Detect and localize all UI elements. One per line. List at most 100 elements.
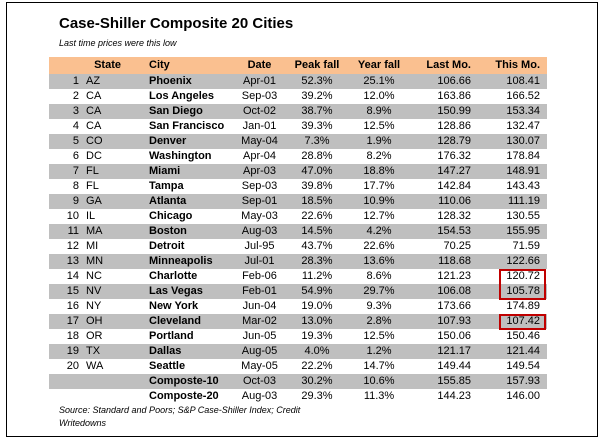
cell-city: Minneapolis (149, 255, 213, 267)
cell-city: Dallas (149, 345, 182, 357)
cell-rank: 17 (66, 315, 79, 327)
cell-year-fall: 12.5% (363, 120, 395, 132)
cell-date: Jul-01 (244, 255, 275, 267)
cell-peak-fall: 13.0% (301, 315, 333, 327)
cell-date: Jul-95 (244, 240, 275, 252)
cell-peak-fall: 19.3% (301, 330, 333, 342)
cell-rank: 1 (72, 75, 79, 87)
cell-peak-fall: 29.3% (301, 390, 333, 402)
cell-last-mo: 106.08 (437, 285, 471, 297)
cell-state: MA (86, 225, 103, 237)
cell-state: NC (86, 270, 102, 282)
cell-last-mo: 154.53 (437, 225, 471, 237)
cell-state: TX (86, 345, 101, 357)
cell-state: CA (86, 105, 102, 117)
column-header-state: State (94, 59, 121, 71)
highlight-box-charlotte-lasvegas (499, 269, 546, 300)
cell-rank: 19 (66, 345, 79, 357)
cell-date: Feb-01 (242, 285, 277, 297)
cell-peak-fall: 11.2% (301, 270, 333, 282)
cell-last-mo: 149.44 (437, 360, 471, 372)
table-row: Composte-10 Oct-03 30.2% 10.6% 155.85 15… (49, 374, 547, 389)
cell-date: Jun-04 (242, 300, 277, 312)
cell-year-fall: 1.9% (366, 135, 392, 147)
source-note-line1: Source: Standard and Poors; S&P Case-Shi… (59, 405, 301, 415)
cell-year-fall: 22.6% (363, 240, 395, 252)
cell-this-mo: 146.00 (506, 390, 540, 402)
cell-year-fall: 8.9% (366, 105, 392, 117)
cell-state (79, 389, 147, 404)
table-row: 14 NC Charlotte Feb-06 11.2% 8.6% 121.23… (49, 269, 547, 284)
cell-peak-fall: 30.2% (301, 375, 333, 387)
cell-year-fall: 29.7% (363, 285, 395, 297)
cell-date: Sep-03 (241, 180, 278, 192)
cell-peak-fall: 39.3% (301, 120, 333, 132)
cell-date: Aug-03 (241, 390, 278, 402)
cell-rank: 4 (72, 120, 79, 132)
cell-last-mo: 155.85 (437, 375, 471, 387)
cell-this-mo: 107.42 (506, 315, 540, 327)
table-row: 2 CA Los Angeles Sep-03 39.2% 12.0% 163.… (49, 89, 547, 104)
cell-year-fall: 8.6% (366, 270, 392, 282)
cell-rank: 11 (67, 225, 79, 237)
cell-year-fall: 1.2% (366, 345, 392, 357)
cell-peak-fall: 28.3% (301, 255, 333, 267)
cell-rank: 18 (66, 330, 79, 342)
cell-year-fall: 17.7% (363, 180, 395, 192)
cell-city: Portland (149, 330, 194, 342)
cell-peak-fall: 22.2% (301, 360, 333, 372)
cell-year-fall: 13.6% (363, 255, 395, 267)
cell-peak-fall: 43.7% (301, 240, 333, 252)
cell-last-mo: 107.93 (437, 315, 471, 327)
cell-city: Detroit (149, 240, 185, 252)
cell-this-mo: 149.54 (506, 360, 540, 372)
cell-year-fall: 25.1% (363, 75, 395, 87)
cell-state: CA (86, 120, 102, 132)
table-header-row: State City Date Peak fall Year fall Last… (49, 57, 547, 74)
cell-last-mo: 150.06 (437, 330, 471, 342)
column-header-this-mo: This Mo. (495, 59, 540, 71)
table-row: 15 NV Las Vegas Feb-01 54.9% 29.7% 106.0… (49, 284, 547, 299)
table-row: 16 NY New York Jun-04 19.0% 9.3% 173.66 … (49, 299, 547, 314)
cell-rank: 10 (66, 210, 79, 222)
cell-date: Sep-01 (241, 195, 278, 207)
cell-year-fall: 11.3% (363, 390, 395, 402)
cell-this-mo: 157.93 (506, 375, 540, 387)
cell-state: OR (86, 330, 103, 342)
cell-state: NY (86, 300, 102, 312)
cell-state: CA (86, 90, 102, 102)
cell-date: Feb-06 (242, 270, 277, 282)
cell-year-fall: 14.7% (363, 360, 395, 372)
column-header-last-mo: Last Mo. (426, 59, 471, 71)
cell-this-mo: 120.72 (506, 270, 540, 282)
cell-this-mo: 71.59 (512, 240, 540, 252)
cell-city: Los Angeles (149, 90, 214, 102)
table-body: 1 AZ Phoenix Apr-01 52.3% 25.1% 106.66 1… (49, 74, 547, 404)
table-row: 10 IL Chicago May-03 22.6% 12.7% 128.32 … (49, 209, 547, 224)
cell-city: Tampa (149, 180, 184, 192)
source-note-line2: Writedowns (59, 418, 107, 428)
cell-state: WA (86, 360, 104, 372)
cell-rank: 8 (72, 180, 79, 192)
cell-rank: 7 (72, 165, 79, 177)
cell-last-mo: 106.66 (437, 75, 471, 87)
table-row: 12 MI Detroit Jul-95 43.7% 22.6% 70.25 7… (49, 239, 547, 254)
cell-city: Denver (149, 135, 187, 147)
cell-peak-fall: 14.5% (301, 225, 333, 237)
table-row: 17 OH Cleveland Mar-02 13.0% 2.8% 107.93… (49, 314, 547, 329)
cell-peak-fall: 22.6% (301, 210, 333, 222)
cell-city: Phoenix (149, 75, 192, 87)
cell-this-mo: 121.44 (506, 345, 540, 357)
table-row: 6 DC Washington Apr-04 28.8% 8.2% 176.32… (49, 149, 547, 164)
cell-rank: 16 (66, 300, 79, 312)
cell-date: Aug-03 (241, 225, 278, 237)
cell-this-mo: 108.41 (506, 75, 540, 87)
cell-this-mo: 130.07 (506, 135, 540, 147)
cell-state: CO (86, 135, 103, 147)
cell-this-mo: 148.91 (506, 165, 540, 177)
cell-city: Chicago (149, 210, 193, 222)
table-row: 20 WA Seattle May-05 22.2% 14.7% 149.44 … (49, 359, 547, 374)
cell-this-mo: 105.78 (506, 285, 540, 297)
cell-year-fall: 10.6% (363, 375, 395, 387)
cell-date: Jun-05 (242, 330, 277, 342)
